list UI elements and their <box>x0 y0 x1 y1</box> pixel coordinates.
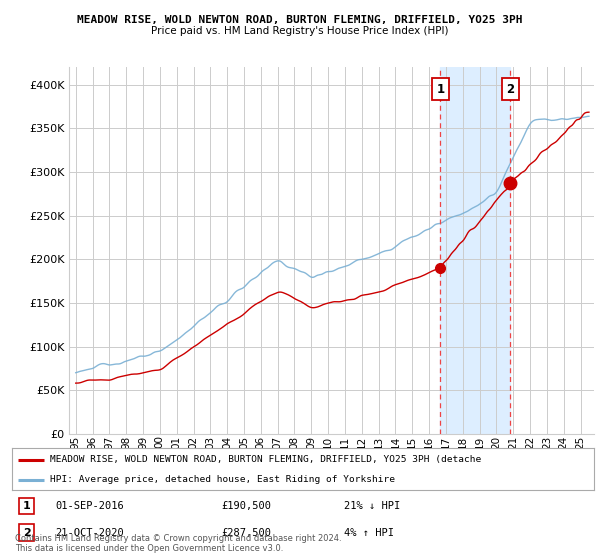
Text: £287,500: £287,500 <box>221 528 272 538</box>
Text: 1: 1 <box>436 82 445 96</box>
Text: MEADOW RISE, WOLD NEWTON ROAD, BURTON FLEMING, DRIFFIELD, YO25 3PH: MEADOW RISE, WOLD NEWTON ROAD, BURTON FL… <box>77 15 523 25</box>
Text: 4% ↑ HPI: 4% ↑ HPI <box>344 528 394 538</box>
Text: HPI: Average price, detached house, East Riding of Yorkshire: HPI: Average price, detached house, East… <box>50 475 395 484</box>
Text: £190,500: £190,500 <box>221 501 272 511</box>
Bar <box>440 67 511 434</box>
Text: 21% ↓ HPI: 21% ↓ HPI <box>344 501 400 511</box>
Text: 2: 2 <box>23 528 31 538</box>
Text: 21-OCT-2020: 21-OCT-2020 <box>56 528 124 538</box>
Text: Contains HM Land Registry data © Crown copyright and database right 2024.
This d: Contains HM Land Registry data © Crown c… <box>15 534 341 553</box>
Text: 01-SEP-2016: 01-SEP-2016 <box>56 501 124 511</box>
Text: 2: 2 <box>506 82 514 96</box>
Text: Price paid vs. HM Land Registry's House Price Index (HPI): Price paid vs. HM Land Registry's House … <box>151 26 449 36</box>
Text: 1: 1 <box>23 501 31 511</box>
Text: MEADOW RISE, WOLD NEWTON ROAD, BURTON FLEMING, DRIFFIELD, YO25 3PH (detache: MEADOW RISE, WOLD NEWTON ROAD, BURTON FL… <box>50 455 481 464</box>
